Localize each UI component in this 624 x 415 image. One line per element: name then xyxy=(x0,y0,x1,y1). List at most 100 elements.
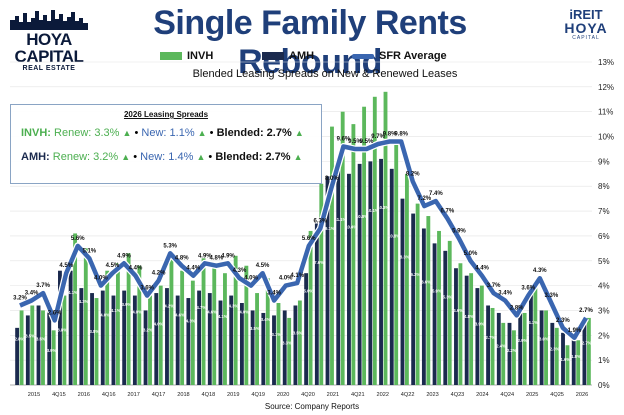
sfr-data-label: 6.3% xyxy=(313,218,327,224)
legend-item-amh: AMH xyxy=(262,50,314,62)
invh-data-label: 3.2% xyxy=(143,327,153,332)
invh-bar xyxy=(73,233,78,385)
y-tick-label: 4% xyxy=(598,282,610,291)
invh-data-label: 10.1% xyxy=(367,208,379,213)
sfr-data-label: 3.7% xyxy=(36,283,50,289)
x-tick-label: 4Q22 xyxy=(401,392,415,398)
x-tick-label: 4Q21 xyxy=(351,392,365,398)
amh-bar xyxy=(79,288,84,385)
invh-bar xyxy=(30,305,35,385)
amh-bar xyxy=(379,158,383,385)
sfr-data-label: 5.6% xyxy=(302,236,316,242)
chart-legend: INVH AMH SFR Average xyxy=(0,50,624,64)
logo-left-name: HOYA CAPITAL xyxy=(14,30,84,66)
invh-bar xyxy=(83,248,88,385)
up-triangle-icon: ▲ xyxy=(294,128,304,138)
x-tick-label: 4Q25 xyxy=(550,392,564,398)
amh-bar xyxy=(250,310,255,385)
invh-data-label: 4.1% xyxy=(68,290,78,295)
amh-bar xyxy=(218,300,223,385)
y-tick-label: 12% xyxy=(598,83,614,92)
y-tick-label: 9% xyxy=(598,157,610,166)
invh-bar xyxy=(565,345,570,385)
amh-bar xyxy=(58,270,62,385)
sfr-data-label: 4.5% xyxy=(256,263,270,269)
invh-data-label: 8.3% xyxy=(400,254,410,259)
invh-data-label: 2.9% xyxy=(518,338,528,343)
amh-bar xyxy=(186,298,191,385)
invh-data-label: 10.8% xyxy=(356,214,368,219)
sfr-data-label: 4.1% xyxy=(290,273,304,279)
legend-label-avg: SFR Average xyxy=(379,50,447,62)
sfr-data-label: 4.2% xyxy=(152,271,166,277)
logo-left-sub: REAL ESTATE xyxy=(22,65,76,72)
y-tick-label: 0% xyxy=(598,381,610,390)
logo-right-line2: HOYA xyxy=(564,20,608,36)
amh-bar xyxy=(154,293,159,385)
legend-swatch-avg xyxy=(352,53,374,59)
amh-bar xyxy=(90,293,94,385)
amh-bar xyxy=(561,332,565,385)
invh-data-label: 6.6% xyxy=(421,280,431,285)
invh-bar xyxy=(287,317,292,385)
x-tick-label: 2024 xyxy=(476,392,488,398)
x-tick-label: 2026 xyxy=(576,392,588,398)
sfr-data-label: 6.7% xyxy=(441,209,455,215)
sfr-data-label: 4.8% xyxy=(175,256,189,262)
sfr-data-label: 5.0% xyxy=(464,251,478,257)
y-tick-label: 3% xyxy=(598,306,610,315)
invh-data-label: 4.6% xyxy=(453,308,463,313)
invh-bar xyxy=(180,270,185,385)
invh-data-label: 4.3% xyxy=(186,318,196,323)
y-tick-label: 13% xyxy=(598,58,614,67)
sfr-data-label: 9.8% xyxy=(394,132,408,138)
x-tick-label: 4Q23 xyxy=(451,392,465,398)
amh-bar xyxy=(165,288,169,385)
invh-bar xyxy=(105,270,110,385)
x-tick-label: 2016 xyxy=(78,392,90,398)
sfr-data-label: 4.8% xyxy=(210,256,224,262)
y-tick-label: 11% xyxy=(598,108,613,117)
summary-box-title: 2026 Leasing Spreads xyxy=(123,110,209,119)
sfr-data-label: 1.9% xyxy=(568,328,582,334)
amh-bar xyxy=(132,295,137,385)
invh-bar xyxy=(372,96,377,386)
invh-data-label: 3.3% xyxy=(282,341,292,346)
invh-data-label: 4.7% xyxy=(197,305,207,310)
summary-amh-renew: Renew: 3.2% xyxy=(52,151,119,163)
sfr-data-label: 2.6% xyxy=(48,310,62,316)
sfr-data-label: 3.3% xyxy=(545,293,559,299)
invh-bar xyxy=(437,230,441,385)
invh-bar xyxy=(265,278,270,385)
invh-bar xyxy=(201,258,206,385)
invh-bar xyxy=(362,106,367,385)
amh-bar xyxy=(464,275,469,385)
legend-swatch-invh xyxy=(160,52,182,61)
invh-bar xyxy=(255,293,259,385)
invh-bar xyxy=(512,330,516,385)
y-tick-label: 1% xyxy=(598,356,610,365)
invh-data-label: 4.8% xyxy=(464,314,474,319)
amh-bar xyxy=(368,161,373,385)
amh-bar xyxy=(143,310,148,385)
x-tick-label: 2018 xyxy=(177,392,189,398)
sfr-data-label: 4.9% xyxy=(198,253,212,259)
sfr-data-label: 4.9% xyxy=(221,253,235,259)
summary-box: 2026 Leasing Spreads INVH: Renew: 3.3% ▲… xyxy=(10,104,322,184)
x-tick-label: 4Q17 xyxy=(152,392,166,398)
amh-bar xyxy=(293,305,298,385)
y-tick-label: 10% xyxy=(598,133,614,142)
amh-bar xyxy=(47,305,52,385)
y-tick-label: 8% xyxy=(598,182,610,191)
invh-bar xyxy=(158,285,163,385)
amh-bar xyxy=(282,310,287,385)
skyline-icon xyxy=(10,10,88,30)
sfr-data-label: 5.3% xyxy=(163,243,177,249)
invh-bar xyxy=(137,265,142,385)
invh-bar xyxy=(576,340,581,385)
amh-bar xyxy=(122,290,127,385)
invh-data-label: 2.7% xyxy=(486,335,496,340)
up-triangle-icon: ▲ xyxy=(196,152,206,162)
